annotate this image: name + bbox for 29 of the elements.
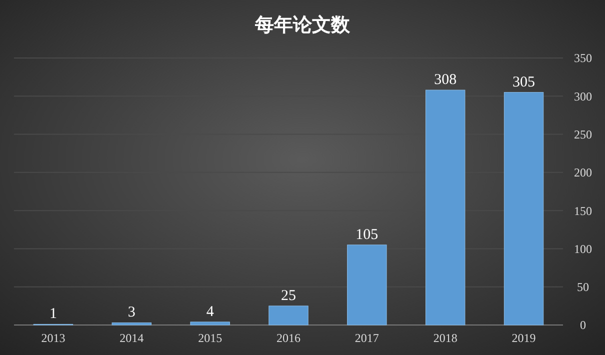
y-tick-label: 0 [580, 318, 586, 332]
x-tick-label: 2017 [354, 331, 379, 345]
x-tick-label: 2018 [433, 331, 458, 345]
y-tick-label: 300 [574, 89, 592, 104]
data-label: 305 [512, 74, 536, 90]
data-label: 105 [356, 226, 378, 243]
bar [268, 306, 308, 326]
y-tick-label: 250 [574, 127, 592, 142]
y-tick-label: 100 [574, 242, 592, 256]
y-tick-label: 200 [574, 166, 592, 180]
y-tick-label: 50 [577, 280, 589, 294]
y-tick-label: 350 [574, 51, 592, 66]
x-tick-label: 2019 [512, 331, 536, 345]
bar [426, 90, 466, 326]
data-label: 308 [434, 72, 457, 88]
data-label: 25 [281, 288, 296, 304]
bar [112, 322, 152, 326]
data-label: 4 [206, 304, 214, 320]
bar [347, 244, 387, 326]
y-tick-label: 150 [574, 204, 592, 218]
data-label: 1 [49, 306, 57, 322]
data-label: 3 [128, 304, 136, 321]
chart-title: 每年论文数 [254, 14, 351, 36]
x-tick-label: 2016 [276, 331, 300, 345]
bar [190, 322, 230, 326]
x-tick-label: 2013 [41, 331, 66, 345]
x-tick-label: 2014 [120, 331, 144, 345]
bar [504, 92, 544, 326]
x-tick-label: 2015 [198, 331, 222, 345]
